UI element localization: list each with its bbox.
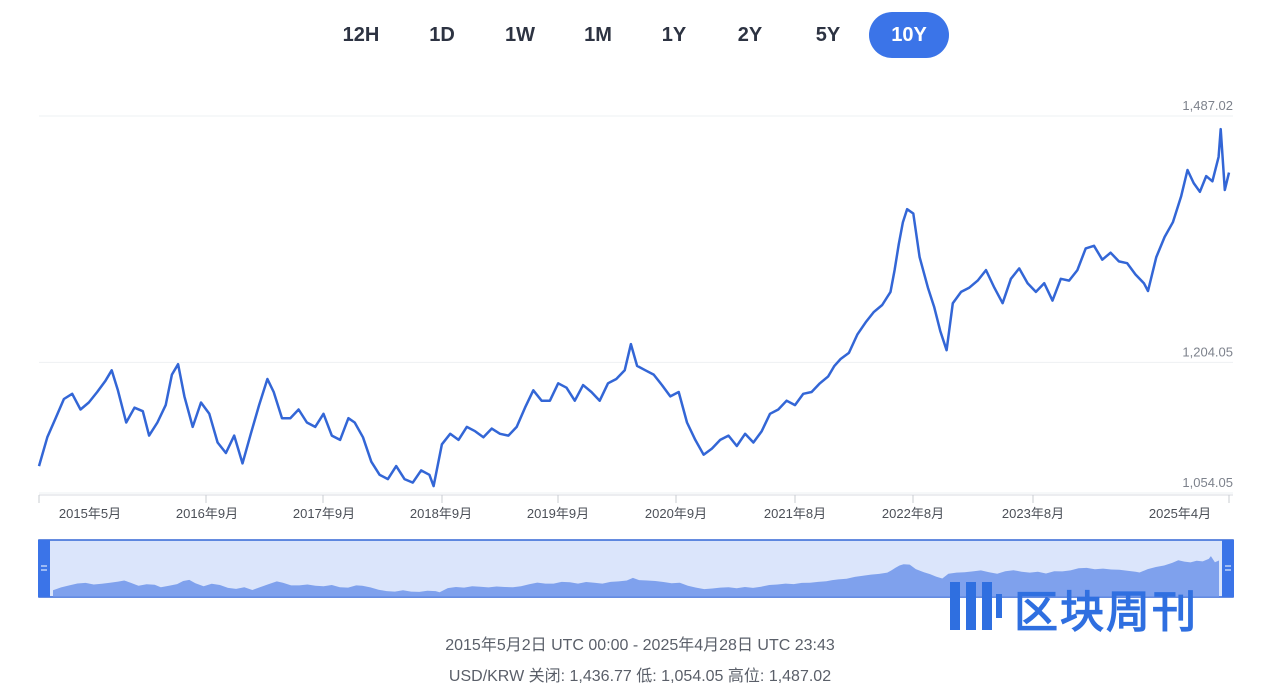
low-label: 低:: [636, 668, 657, 685]
navigator-area: [53, 556, 1219, 597]
x-tick-label-5: 2020年9月: [645, 506, 707, 521]
tab-1d[interactable]: 1D: [429, 24, 455, 46]
x-tick-labels: 2015年5月 2016年9月 2017年9月 2018年9月 2019年9月 2020年…: [38, 495, 1230, 521]
tab-5y[interactable]: 5Y: [815, 24, 841, 46]
x-tick-label-3: 2018年9月: [410, 506, 472, 521]
tab-12h[interactable]: 12H: [342, 24, 380, 46]
navigator-handle-right[interactable]: [1222, 540, 1234, 597]
x-tick-label-2: 2017年9月: [293, 506, 355, 521]
timeframe-tabs: 12H 1D 1W 1M 1Y 2Y 5Y 10Y: [0, 12, 1280, 58]
date-range: 2015年5月2日 UTC 00:00 - 2025年4月28日 UTC 23:…: [445, 637, 835, 654]
x-tick-label-4: 2019年9月: [527, 506, 589, 521]
y-label-2: 1,054.05: [1182, 475, 1233, 490]
watermark-logo-icon: [950, 582, 1002, 630]
series-line: [37, 127, 1231, 488]
x-tick-label-0: 2015年5月: [59, 506, 121, 521]
pair-label: USD/KRW: [448, 668, 525, 685]
watermark: 区块周刊: [948, 574, 1253, 638]
x-tick-label-9: 2025年4月: [1149, 506, 1211, 521]
watermark-text: 区块周刊: [1014, 588, 1198, 637]
high-label: 高位:: [727, 668, 765, 685]
line-layer: [37, 127, 1231, 488]
x-tick-label-8: 2023年8月: [1002, 506, 1064, 521]
x-tick-label-1: 2016年9月: [176, 506, 238, 521]
high-value: 1,487.02: [768, 668, 832, 685]
tab-10y[interactable]: 10Y: [869, 12, 949, 58]
low-value: 1,054.05: [661, 668, 724, 685]
y-label-0: 1,487.02: [1182, 98, 1233, 113]
tab-1m[interactable]: 1M: [584, 24, 612, 46]
x-tick-label-6: 2021年8月: [764, 506, 826, 521]
y-label-1: 1,204.05: [1182, 344, 1233, 359]
close-label: 关闭:: [528, 668, 566, 685]
tab-1y[interactable]: 1Y: [661, 24, 687, 46]
navigator-handle-left[interactable]: [38, 540, 50, 597]
tab-2y[interactable]: 2Y: [737, 24, 763, 46]
close-value: 1,436.77: [569, 668, 632, 685]
x-tick-label-7: 2022年8月: [882, 506, 944, 521]
grid-layer: [39, 115, 1233, 494]
price-summary: USD/KRW 关闭: 1,436.77 低: 1,054.05 高位: 1,4…: [0, 662, 1280, 686]
y-axis-labels: 1,487.02 1,204.05 1,054.05: [1182, 98, 1233, 490]
range-navigator[interactable]: [38, 539, 1234, 598]
tab-1w[interactable]: 1W: [505, 24, 535, 46]
